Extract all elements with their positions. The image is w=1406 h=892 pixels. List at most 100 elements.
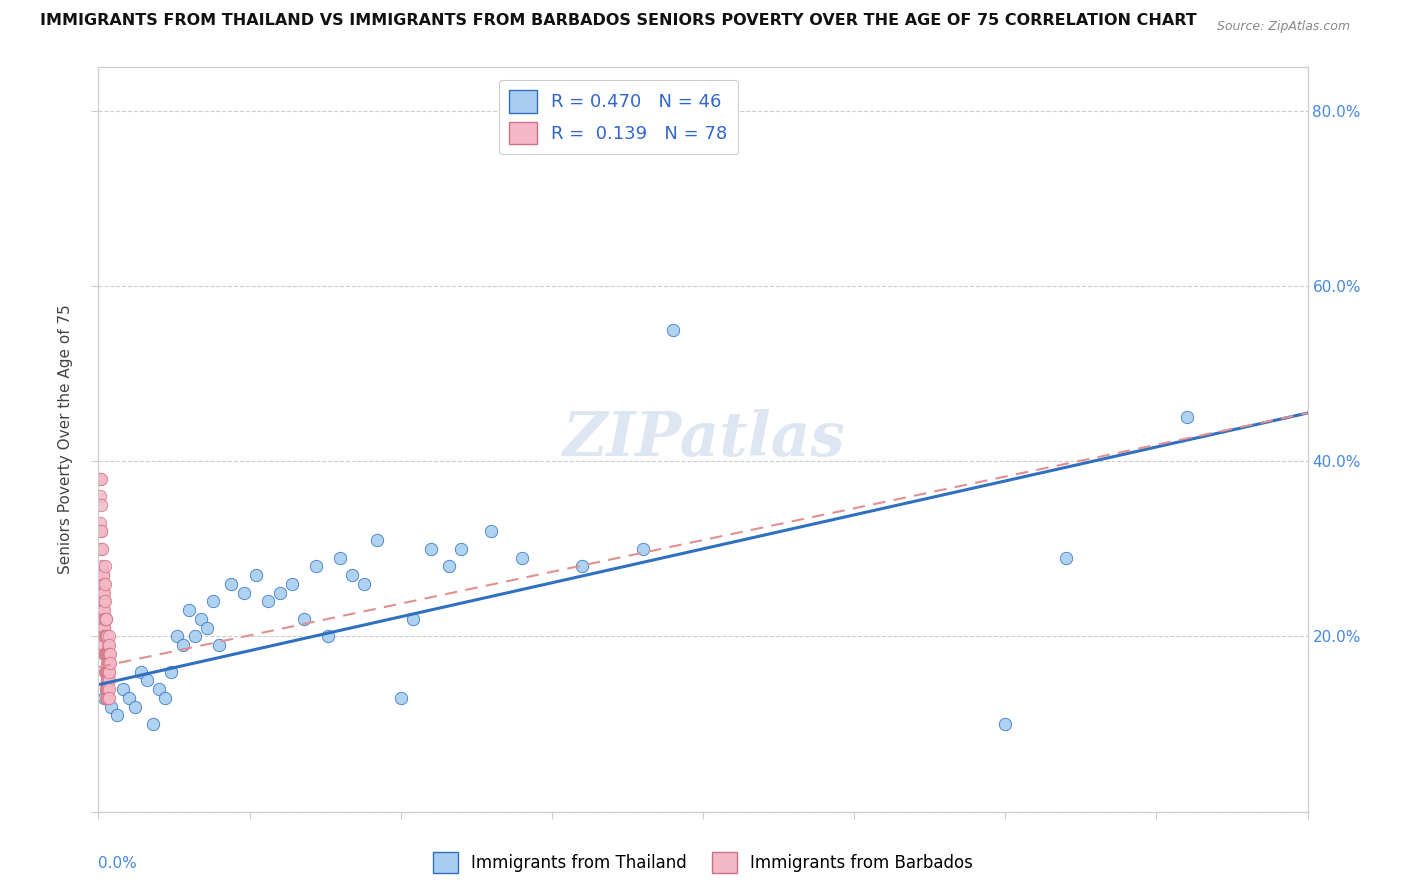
- Point: [93, 638, 115, 652]
- Point: [510, 550, 533, 565]
- Point: [316, 630, 339, 644]
- Point: [94, 647, 117, 661]
- Point: [292, 612, 315, 626]
- Point: [118, 690, 141, 705]
- Point: [96, 673, 118, 688]
- Point: [245, 568, 267, 582]
- Point: [97, 665, 120, 679]
- Point: [93, 585, 115, 599]
- Point: [329, 550, 352, 565]
- Point: [96, 665, 118, 679]
- Point: [91, 594, 114, 608]
- Point: [111, 681, 134, 696]
- Point: [98, 656, 121, 670]
- Point: [96, 673, 118, 688]
- Point: [91, 541, 114, 556]
- Point: [342, 568, 364, 582]
- Point: [97, 656, 120, 670]
- Point: [89, 472, 111, 486]
- Point: [90, 541, 112, 556]
- Point: [93, 690, 115, 705]
- Legend: Immigrants from Thailand, Immigrants from Barbados: Immigrants from Thailand, Immigrants fro…: [426, 846, 980, 880]
- Point: [91, 585, 114, 599]
- Point: [98, 656, 121, 670]
- Point: [93, 577, 115, 591]
- Point: [124, 699, 146, 714]
- Point: [631, 541, 654, 556]
- Point: [90, 472, 112, 486]
- Point: [90, 524, 112, 539]
- Point: [93, 630, 115, 644]
- Point: [172, 638, 194, 652]
- Point: [437, 559, 460, 574]
- Point: [94, 630, 117, 644]
- Point: [190, 612, 212, 626]
- Point: [135, 673, 157, 688]
- Point: [571, 559, 593, 574]
- Text: Source: ZipAtlas.com: Source: ZipAtlas.com: [1216, 20, 1350, 33]
- Point: [97, 681, 120, 696]
- Point: [93, 612, 115, 626]
- Point: [148, 681, 170, 696]
- Point: [91, 568, 114, 582]
- Point: [105, 708, 128, 723]
- Point: [89, 489, 111, 503]
- Point: [94, 612, 117, 626]
- Point: [94, 577, 117, 591]
- Point: [96, 690, 118, 705]
- Point: [90, 498, 112, 512]
- Point: [195, 621, 218, 635]
- Point: [93, 647, 115, 661]
- Point: [160, 665, 183, 679]
- Point: [269, 585, 291, 599]
- Point: [91, 603, 114, 617]
- Point: [96, 647, 118, 661]
- Text: 0.0%: 0.0%: [98, 856, 138, 871]
- Point: [1054, 550, 1077, 565]
- Point: [94, 647, 117, 661]
- Point: [93, 594, 115, 608]
- Point: [98, 665, 121, 679]
- Point: [98, 647, 121, 661]
- Point: [94, 665, 117, 679]
- Text: IMMIGRANTS FROM THAILAND VS IMMIGRANTS FROM BARBADOS SENIORS POVERTY OVER THE AG: IMMIGRANTS FROM THAILAND VS IMMIGRANTS F…: [41, 13, 1197, 29]
- Point: [661, 323, 683, 337]
- Point: [97, 647, 120, 661]
- Point: [94, 594, 117, 608]
- Point: [97, 647, 120, 661]
- Point: [96, 656, 118, 670]
- Point: [98, 638, 121, 652]
- Point: [208, 638, 231, 652]
- Point: [179, 603, 201, 617]
- Point: [221, 577, 243, 591]
- Point: [94, 612, 117, 626]
- Point: [91, 585, 114, 599]
- Point: [93, 612, 115, 626]
- Point: [96, 630, 118, 644]
- Point: [305, 559, 328, 574]
- Point: [97, 690, 120, 705]
- Point: [353, 577, 375, 591]
- Point: [97, 690, 120, 705]
- Point: [94, 681, 117, 696]
- Point: [91, 559, 114, 574]
- Point: [89, 516, 111, 530]
- Point: [142, 717, 165, 731]
- Point: [202, 594, 225, 608]
- Point: [96, 665, 118, 679]
- Point: [96, 690, 118, 705]
- Point: [96, 690, 118, 705]
- Point: [93, 621, 115, 635]
- Point: [96, 647, 118, 661]
- Point: [232, 585, 254, 599]
- Point: [96, 630, 118, 644]
- Point: [96, 681, 118, 696]
- Point: [97, 673, 120, 688]
- Point: [97, 673, 120, 688]
- Point: [94, 630, 117, 644]
- Point: [420, 541, 443, 556]
- Point: [91, 568, 114, 582]
- Point: [96, 647, 118, 661]
- Point: [166, 630, 188, 644]
- Y-axis label: Seniors Poverty Over the Age of 75: Seniors Poverty Over the Age of 75: [58, 304, 73, 574]
